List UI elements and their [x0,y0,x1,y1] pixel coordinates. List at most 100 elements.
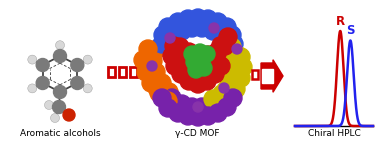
Circle shape [184,61,200,77]
Circle shape [28,84,37,93]
Circle shape [183,19,201,37]
Circle shape [189,46,207,64]
Circle shape [223,26,241,44]
Circle shape [147,63,165,81]
Circle shape [190,70,206,86]
Circle shape [221,57,239,75]
Circle shape [144,52,162,70]
Circle shape [209,53,225,69]
Circle shape [154,26,172,44]
Circle shape [137,63,155,81]
Circle shape [216,37,234,55]
Circle shape [53,101,65,113]
Circle shape [138,54,156,72]
Circle shape [232,44,242,54]
Circle shape [217,81,235,99]
Circle shape [51,113,59,123]
Circle shape [171,38,189,56]
Circle shape [232,69,250,87]
Circle shape [196,60,212,76]
Circle shape [199,107,217,125]
Circle shape [199,68,215,84]
Circle shape [213,27,231,45]
Circle shape [142,74,160,92]
Circle shape [209,104,227,122]
Text: Aromatic alcohols: Aromatic alcohols [20,129,100,138]
Circle shape [63,109,75,121]
Circle shape [165,33,175,43]
Circle shape [148,79,166,97]
Circle shape [173,95,191,113]
Circle shape [203,95,221,113]
Circle shape [178,56,194,72]
Circle shape [213,89,231,107]
Circle shape [231,58,249,76]
Circle shape [213,85,231,103]
Circle shape [183,98,201,116]
Circle shape [199,10,217,28]
Circle shape [180,72,198,90]
Circle shape [153,35,171,53]
Circle shape [228,69,246,87]
Circle shape [227,80,245,98]
Circle shape [225,35,243,53]
Circle shape [204,90,222,108]
Circle shape [153,89,171,107]
Text: Chiral HPLC: Chiral HPLC [308,129,360,138]
Circle shape [219,68,237,86]
Circle shape [212,37,228,53]
Circle shape [193,19,211,37]
FancyArrow shape [262,69,273,83]
Circle shape [180,43,198,61]
Circle shape [219,34,237,52]
Circle shape [163,47,181,65]
Circle shape [204,22,222,40]
Circle shape [159,18,177,36]
Circle shape [224,89,242,107]
Circle shape [159,99,177,117]
Circle shape [198,72,216,90]
Circle shape [175,61,191,77]
Circle shape [223,38,241,56]
Circle shape [234,58,252,76]
Circle shape [194,53,210,69]
Circle shape [169,104,187,122]
Circle shape [189,75,207,93]
Circle shape [187,58,203,74]
Circle shape [134,51,152,69]
Circle shape [229,59,247,77]
Circle shape [219,88,237,106]
Circle shape [203,51,219,67]
Circle shape [36,58,49,72]
Circle shape [179,10,197,28]
Circle shape [146,67,164,85]
Circle shape [150,84,168,102]
Circle shape [83,55,92,64]
Circle shape [219,83,229,93]
Circle shape [209,13,227,31]
Circle shape [230,47,248,65]
Circle shape [194,55,210,71]
Circle shape [153,74,171,92]
Circle shape [179,107,197,125]
Circle shape [45,101,54,109]
Circle shape [71,76,84,90]
Circle shape [218,18,236,36]
Text: R: R [336,15,345,28]
Circle shape [192,44,208,60]
Circle shape [28,55,37,64]
Circle shape [177,49,193,65]
Text: γ-CD MOF: γ-CD MOF [175,129,219,138]
Circle shape [147,61,157,71]
Circle shape [224,71,242,89]
Circle shape [208,43,226,61]
Circle shape [199,46,215,62]
Circle shape [218,98,236,116]
Circle shape [54,50,67,62]
Circle shape [226,48,244,66]
Circle shape [163,27,181,45]
Circle shape [163,89,181,107]
FancyArrow shape [261,60,283,92]
Circle shape [36,76,49,90]
Circle shape [206,65,224,83]
